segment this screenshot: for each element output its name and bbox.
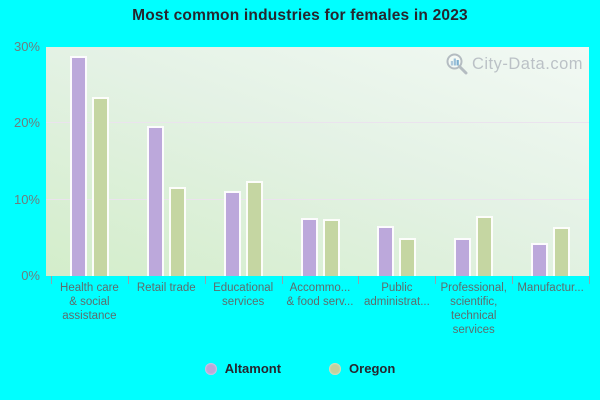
- legend-label-oregon: Oregon: [349, 361, 396, 376]
- x-axis-label: Professional, scientific, technical service…: [440, 282, 507, 336]
- legend-label-altamont: Altamont: [224, 361, 282, 376]
- bar-altamont-6: [454, 237, 472, 276]
- bar-group: [282, 47, 359, 276]
- x-axis-tick: [358, 276, 360, 284]
- x-axis-tick: [51, 276, 52, 284]
- bar-group: [51, 47, 128, 276]
- x-axis-tick: [589, 276, 590, 284]
- y-axis-tick-label: 10%: [13, 191, 40, 207]
- bar-oregon-5: [399, 237, 417, 276]
- bar-oregon-2: [168, 187, 186, 276]
- x-axis-label: Retail trade: [136, 282, 196, 294]
- chart-title: Most common industries for females in 20…: [132, 7, 468, 24]
- watermark: City-Data.com: [445, 52, 583, 76]
- x-axis-label: Health care & social assistance: [60, 282, 119, 322]
- x-axis-tick: [281, 276, 283, 284]
- watermark-text: City-Data.com: [471, 54, 583, 73]
- bar-oregon-6: [476, 215, 494, 276]
- y-axis-tick-label: 0%: [21, 268, 40, 283]
- plot-area: City-Data.com: [46, 47, 589, 276]
- legend-item-altamont: Altamont: [204, 361, 282, 376]
- legend-marker-oregon: [329, 362, 342, 375]
- bar-altamont-7: [531, 243, 549, 276]
- bar-altamont-3: [223, 190, 241, 276]
- x-axis-labels: Health care & social assistance Retail trad…: [51, 281, 589, 337]
- bar-oregon-7: [553, 227, 571, 276]
- x-axis-label: Public administrat...: [363, 282, 430, 308]
- legend-item-oregon: Oregon: [329, 361, 395, 376]
- bar-groups: [51, 47, 589, 276]
- bar-group: [435, 47, 512, 276]
- bar-altamont-4: [300, 218, 318, 276]
- bar-group: [205, 47, 282, 276]
- bar-group: [512, 47, 589, 276]
- x-axis-tick: [435, 276, 437, 284]
- legend-marker-altamont: [204, 362, 217, 375]
- city-data-logo-icon: [446, 53, 468, 75]
- bar-group: [128, 47, 205, 276]
- y-axis-tick-label: 20%: [13, 115, 40, 131]
- legend: Altamont Oregon: [0, 361, 600, 376]
- bar-altamont-5: [377, 226, 395, 276]
- bar-oregon-4: [322, 218, 340, 276]
- x-axis-label: Manufactur...: [517, 282, 584, 294]
- gridline: [46, 122, 589, 124]
- x-axis-tick: [204, 276, 206, 284]
- x-axis-tick: [512, 276, 514, 284]
- bar-altamont-2: [146, 126, 164, 276]
- bar-altamont-1: [69, 56, 87, 276]
- y-axis-tick-label: 30%: [13, 39, 40, 54]
- x-axis-label: Accommo... & food serv...: [286, 282, 354, 308]
- bar-group: [358, 47, 435, 276]
- gridline: [46, 198, 589, 200]
- x-axis-tick: [127, 276, 129, 284]
- bar-oregon-3: [245, 180, 263, 276]
- x-axis-label: Educational services: [213, 282, 274, 308]
- bar-oregon-1: [91, 96, 109, 276]
